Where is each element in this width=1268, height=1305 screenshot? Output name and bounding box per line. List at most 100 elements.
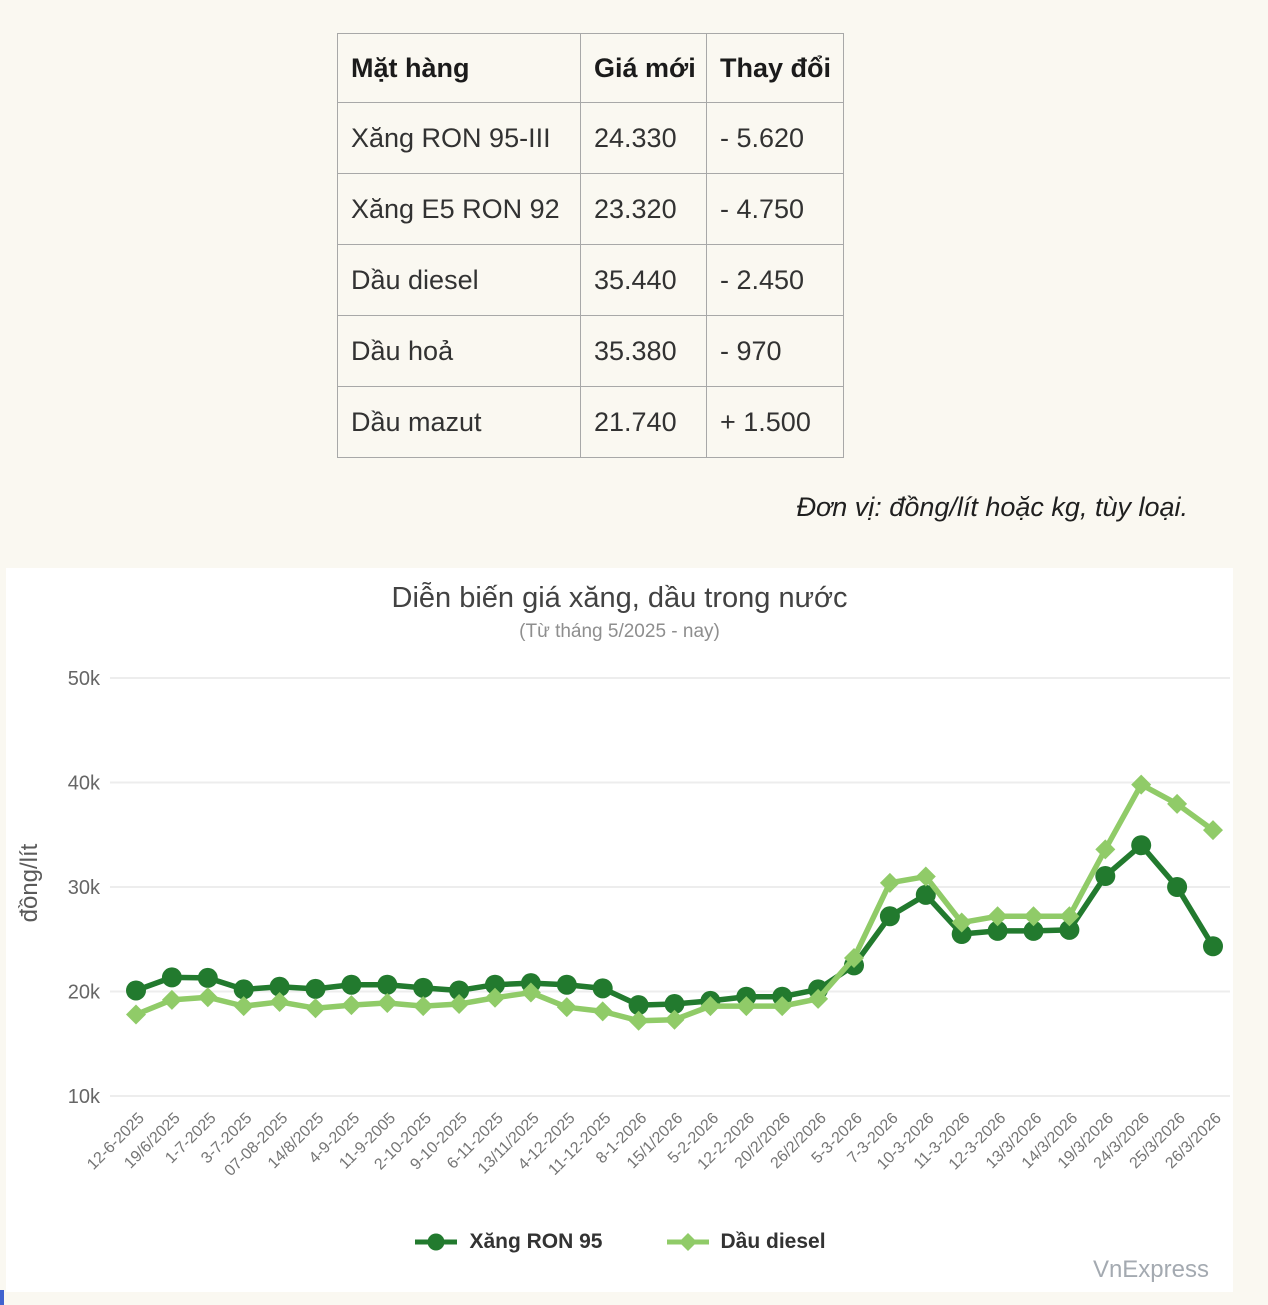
data-point-circle <box>449 980 470 1001</box>
change-cell: - 970 <box>706 315 844 387</box>
data-point-circle <box>161 967 182 988</box>
data-point-diamond <box>305 998 326 1019</box>
product-cell: Xăng RON 95-III <box>337 102 581 174</box>
data-point-circle <box>1167 877 1188 897</box>
table-row: Xăng RON 95-III 24.330- 5.620 <box>337 102 844 174</box>
price-cell: 35.380 <box>580 315 707 387</box>
change-cell: + 1.500 <box>706 386 844 458</box>
legend-circle-marker-icon <box>415 1233 458 1251</box>
product-cell: Dầu hoả <box>337 315 581 387</box>
data-point-diamond <box>197 987 218 1008</box>
data-point-diamond <box>915 866 936 887</box>
data-point-diamond <box>1095 839 1116 860</box>
price-cell: 23.320 <box>580 173 707 245</box>
column-header-1: Giá mới <box>580 33 707 103</box>
data-point-circle <box>341 974 362 995</box>
data-point-diamond <box>1131 774 1152 795</box>
data-point-diamond <box>772 996 793 1017</box>
legend-diamond-marker-icon <box>666 1233 709 1251</box>
data-point-circle <box>269 976 290 997</box>
data-point-diamond <box>377 992 398 1013</box>
legend-item-0[interactable]: Xăng RON 95 <box>413 1230 603 1254</box>
data-point-circle <box>413 977 434 998</box>
series-line-0 <box>133 842 1216 1008</box>
y-tick-label: 10k <box>68 1086 101 1108</box>
y-tick-label: 50k <box>68 668 101 690</box>
data-point-diamond <box>520 982 541 1003</box>
watermark: VnExpress <box>1092 1256 1209 1283</box>
column-header-0: Mặt hàng <box>337 33 581 103</box>
data-point-circle <box>197 967 218 988</box>
data-point-circle <box>592 978 613 999</box>
data-point-circle <box>233 979 254 1000</box>
data-point-circle <box>879 906 900 927</box>
y-tick-label: 20k <box>68 982 101 1004</box>
table-row: Dầu hoả 35.380- 970 <box>337 315 844 387</box>
legend-label: Xăng RON 95 <box>469 1230 603 1253</box>
data-point-diamond <box>700 996 721 1017</box>
data-point-circle <box>1023 920 1044 941</box>
table-row: Dầu mazut 21.740 + 1.500 <box>337 386 844 458</box>
price-table-header: Mặt hàng Giá mới Thay đổi <box>337 33 844 103</box>
data-point-diamond <box>628 1010 649 1031</box>
data-point-circle <box>305 978 326 999</box>
data-point-circle <box>987 920 1008 941</box>
data-point-diamond <box>269 991 290 1012</box>
data-point-circle <box>1203 936 1223 957</box>
unit-note: Đơn vị: đồng/lít hoặc kg, tùy loại. <box>796 492 1188 522</box>
data-point-diamond <box>1203 820 1223 841</box>
chart-title: Diễn biến giá xăng, dầu trong nước <box>391 582 848 614</box>
data-point-circle <box>1095 866 1116 887</box>
data-point-circle <box>377 974 398 995</box>
price-line-chart: 50k40k30k20k10k12-6-202519/6/20251-7-202… <box>68 668 1230 1180</box>
price-cell: 35.440 <box>580 244 707 316</box>
header-row: Mặt hàng Giá mới Thay đổi <box>337 33 844 103</box>
change-cell: - 2.450 <box>706 244 844 316</box>
blue-fragment <box>0 1290 4 1305</box>
data-point-circle <box>485 974 505 995</box>
data-point-circle <box>951 924 972 945</box>
data-point-diamond <box>413 996 434 1017</box>
legend-item-1[interactable]: Dầu diesel <box>665 1230 826 1254</box>
chart-subtitle: (Từ tháng 5/2025 - nay) <box>519 621 720 642</box>
data-point-diamond <box>161 989 182 1010</box>
data-point-circle <box>628 995 649 1016</box>
data-point-diamond <box>449 994 470 1015</box>
data-point-diamond <box>987 906 1008 927</box>
data-point-diamond <box>233 996 254 1017</box>
price-table: Mặt hàng Giá mới Thay đổi Xăng RON 95-III 2… <box>337 33 844 458</box>
legend-label: Dầu diesel <box>720 1230 826 1253</box>
data-point-diamond <box>951 912 972 933</box>
data-point-circle <box>126 980 146 1001</box>
data-point-diamond <box>556 997 577 1018</box>
y-tick-label: 40k <box>68 773 101 795</box>
data-point-diamond <box>844 948 864 969</box>
change-cell: - 4.750 <box>706 173 844 245</box>
product-cell: Dầu diesel <box>337 244 581 316</box>
chart-panel: Diễn biến giá xăng, dầu trong nước (Từ t… <box>6 568 1233 1292</box>
data-point-diamond <box>736 996 757 1017</box>
data-point-diamond <box>1167 793 1188 814</box>
change-cell: - 5.620 <box>706 102 844 174</box>
data-point-circle <box>1131 835 1152 856</box>
data-point-diamond <box>126 1004 146 1025</box>
product-cell: Xăng E5 RON 92 <box>337 173 581 245</box>
data-point-diamond <box>879 872 900 893</box>
table-row: Xăng E5 RON 92 23.320- 4.750 <box>337 173 844 245</box>
data-point-diamond <box>485 987 505 1008</box>
y-tick-label: 30k <box>68 877 101 899</box>
table-row: Dầu diesel 35.440- 2.450 <box>337 244 844 316</box>
data-point-circle <box>915 884 936 905</box>
chart-legend: Xăng RON 95 Dầu diesel <box>6 1230 1233 1254</box>
column-header-2: Thay đổi <box>706 33 844 103</box>
data-point-circle <box>664 994 685 1015</box>
price-table-body: Xăng RON 95-III 24.330- 5.620 Xăng E5 RON … <box>337 102 844 458</box>
data-point-circle <box>1059 919 1080 940</box>
product-cell: Dầu mazut <box>337 386 581 458</box>
data-point-diamond <box>592 1001 613 1022</box>
data-point-diamond <box>341 995 362 1016</box>
price-cell: 24.330 <box>580 102 707 174</box>
price-cell: 21.740 <box>580 386 707 458</box>
data-point-diamond <box>1023 906 1044 927</box>
data-point-diamond <box>1059 906 1080 927</box>
